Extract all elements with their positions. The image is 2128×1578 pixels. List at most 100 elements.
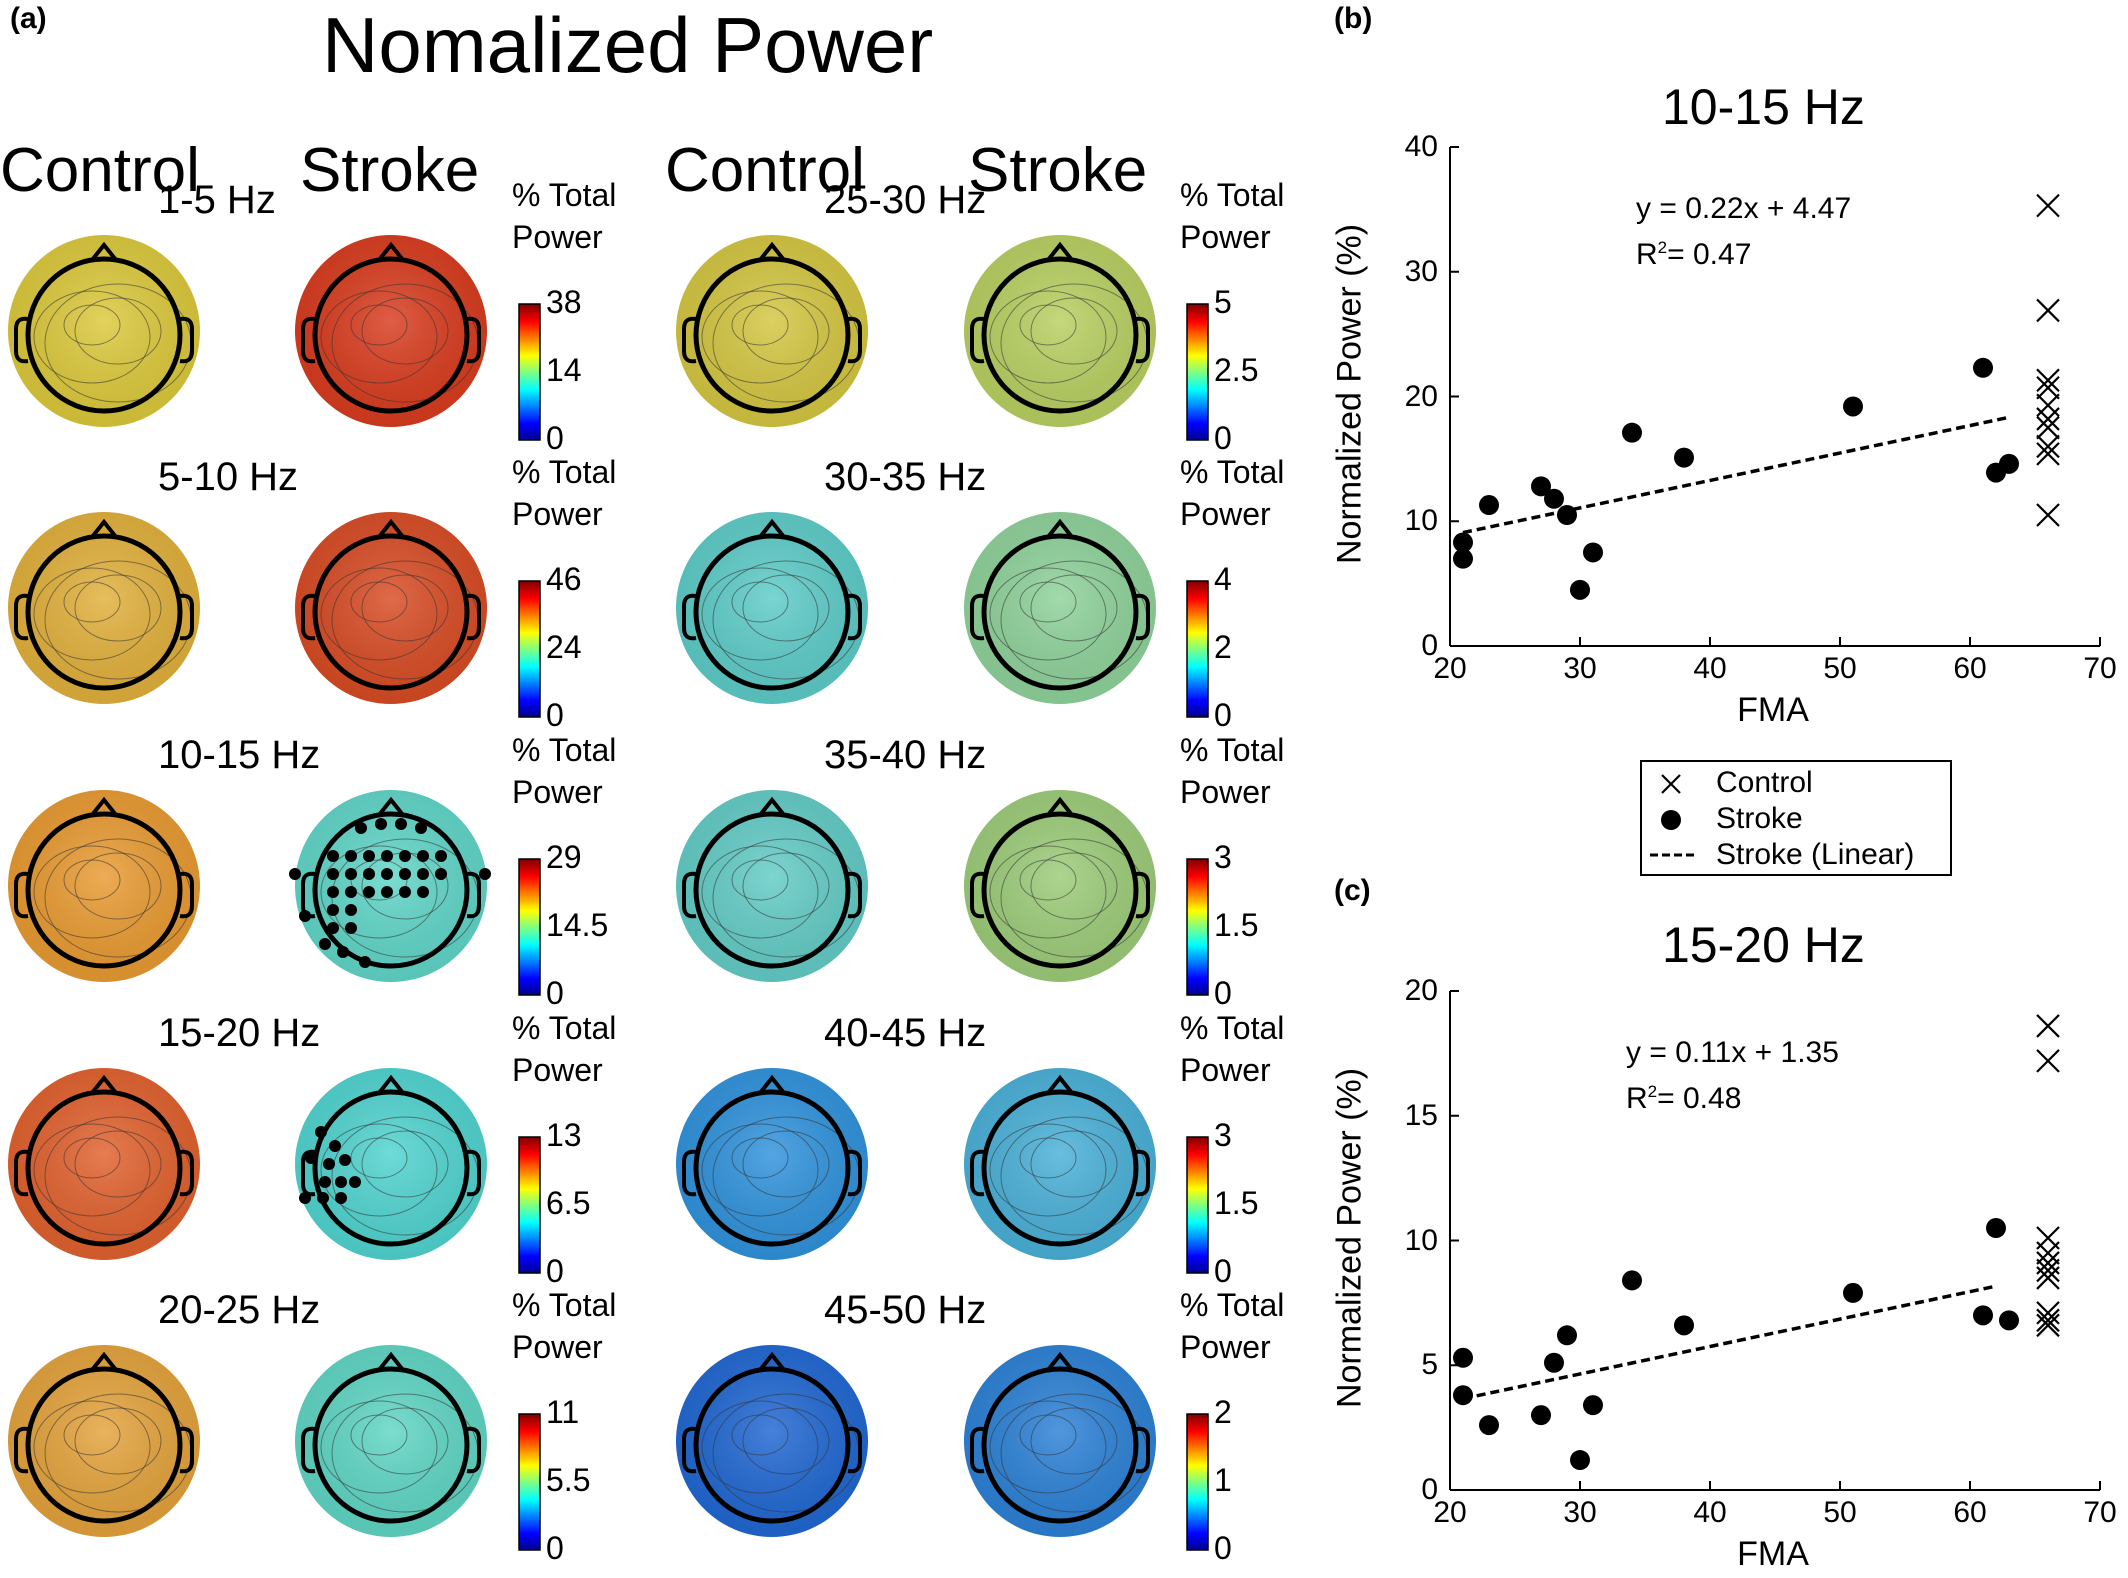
topoplot-stroke-25-30 Hz xyxy=(964,235,1156,427)
colorbar-tick-45-50 Hz-2: 0 xyxy=(1214,1530,1232,1566)
chart-c-r-squared: R2= 0.48 xyxy=(1626,1082,1741,1116)
chart-c-ytick-label-15: 15 xyxy=(1404,1098,1438,1132)
colorbar-title-line1-40-45 Hz: % Total xyxy=(1180,1010,1285,1046)
chart-c-ytick-label-5: 5 xyxy=(1421,1348,1438,1382)
chart-b-stroke-point-10 xyxy=(1843,396,1863,417)
chart-c-stroke-point-5 xyxy=(1557,1325,1577,1346)
chart-c-ylabel: Normalized Power (%) xyxy=(1330,1067,1369,1409)
chart-b-control-point-1 xyxy=(2036,298,2060,323)
column-header-stroke-right: Stroke xyxy=(968,136,1148,205)
colorbar-title-line2-35-40 Hz: Power xyxy=(1180,774,1271,810)
chart-b-stroke-point-13 xyxy=(1999,453,2019,474)
colorbar-40-45 Hz xyxy=(1186,1136,1209,1274)
chart-b-fit-line xyxy=(1462,415,2010,535)
chart-c-stroke-point-9 xyxy=(1674,1315,1694,1336)
colorbar-title-line2-10-15 Hz: Power xyxy=(512,774,603,810)
band-title-30-35 Hz: 30-35 Hz xyxy=(824,455,987,499)
legend-markers xyxy=(1650,774,1694,857)
topoplot-stroke-1-5 Hz xyxy=(295,235,487,427)
colorbar-tick-35-40 Hz-0: 3 xyxy=(1214,839,1232,875)
colorbar-tick-25-30 Hz-0: 5 xyxy=(1214,284,1232,320)
chart-c-r2-value: = 0.48 xyxy=(1657,1082,1742,1115)
chart-c-control-point-7 xyxy=(2036,1301,2060,1325)
chart-b-stroke-point-0 xyxy=(1453,532,1473,553)
colorbar-title-line2-20-25 Hz: Power xyxy=(512,1329,603,1365)
chart-c-stroke-point-12 xyxy=(1986,1218,2006,1239)
colorbar-tick-30-35 Hz-0: 4 xyxy=(1214,561,1232,597)
chart-b-ylabel: Normalized Power (%) xyxy=(1330,223,1369,565)
colorbar-tick-40-45 Hz-2: 0 xyxy=(1214,1253,1232,1289)
chart-b-r-squared: R2= 0.47 xyxy=(1636,238,1751,272)
colorbar-tick-15-20 Hz-1: 6.5 xyxy=(546,1185,591,1221)
column-header-control-right: Control xyxy=(665,136,865,205)
colorbar-45-50 Hz xyxy=(1186,1413,1209,1551)
chart-b-control-point-0 xyxy=(2036,193,2060,218)
panel-label-a: (a) xyxy=(10,2,47,35)
chart-b-control-point-9 xyxy=(2036,503,2060,527)
colorbar-5-10 Hz xyxy=(518,580,541,718)
chart-c-stroke-point-1 xyxy=(1453,1385,1473,1406)
chart-c-stroke-point-3 xyxy=(1531,1405,1551,1426)
topoplot-stroke-5-10 Hz xyxy=(295,512,487,704)
chart-c-stroke-point-6 xyxy=(1570,1450,1590,1471)
main-title: Nomalized Power xyxy=(322,1,934,89)
chart-c-xtick-label-70: 70 xyxy=(2083,1496,2117,1529)
colorbar-title-line2-45-50 Hz: Power xyxy=(1180,1329,1271,1365)
chart-c-ytick-label-10: 10 xyxy=(1404,1223,1438,1257)
topoplot-control-5-10 Hz xyxy=(8,512,200,704)
colorbar-tick-40-45 Hz-1: 1.5 xyxy=(1214,1185,1259,1221)
chart-c-ytick-label-20: 20 xyxy=(1404,974,1438,1007)
chart-c-xtick-label-30: 30 xyxy=(1563,1496,1597,1529)
chart-b-stroke-point-8 xyxy=(1622,422,1642,443)
column-header-stroke-left: Stroke xyxy=(300,136,480,205)
chart-b-xtick-label-70: 70 xyxy=(2083,652,2117,685)
chart-b-control-point-8 xyxy=(2036,442,2060,466)
chart-b-stroke-point-4 xyxy=(1544,488,1564,509)
legend-circle-marker xyxy=(1661,810,1681,830)
chart-c-control-point-2 xyxy=(2036,1226,2060,1250)
topoplot-stroke-20-25 Hz xyxy=(295,1345,487,1537)
topoplot-control-25-30 Hz xyxy=(676,235,868,427)
topoplot-stroke-30-35 Hz xyxy=(964,512,1156,704)
colorbar-title-line1-35-40 Hz: % Total xyxy=(1180,732,1285,768)
colorbar-tick-1-5 Hz-2: 0 xyxy=(546,420,564,456)
colorbar-tick-25-30 Hz-1: 2.5 xyxy=(1214,352,1259,388)
colorbar-title-line1-45-50 Hz: % Total xyxy=(1180,1287,1285,1323)
chart-c-stroke-point-0 xyxy=(1453,1347,1473,1368)
colorbar-tick-20-25 Hz-0: 11 xyxy=(546,1394,580,1430)
chart-b-ytick-label-30: 30 xyxy=(1404,254,1438,288)
chart-c-stroke-point-13 xyxy=(1999,1310,2019,1331)
chart-c-xtick-label-20: 20 xyxy=(1433,1496,1467,1529)
chart-b-control-point-3 xyxy=(2036,375,2060,400)
chart-c-xtick-label-40: 40 xyxy=(1693,1496,1727,1529)
colorbar-tick-20-25 Hz-2: 0 xyxy=(546,1530,564,1566)
topoplot-stroke-45-50 Hz xyxy=(964,1345,1156,1537)
chart-b-ytick-label-40: 40 xyxy=(1404,130,1438,163)
colorbar-tick-15-20 Hz-0: 13 xyxy=(546,1117,582,1153)
topoplot-control-1-5 Hz xyxy=(8,235,200,427)
band-title-5-10 Hz: 5-10 Hz xyxy=(158,455,299,499)
chart-c-fit-line xyxy=(1462,1284,1997,1401)
colorbar-tick-45-50 Hz-1: 1 xyxy=(1214,1462,1232,1498)
chart-b-ytick-label-20: 20 xyxy=(1404,379,1438,413)
band-title-45-50 Hz: 45-50 Hz xyxy=(824,1288,987,1332)
colorbar-10-15 Hz xyxy=(518,858,541,996)
chart-c-stroke-point-8 xyxy=(1622,1270,1642,1291)
colorbar-title-line1-10-15 Hz: % Total xyxy=(512,732,617,768)
colorbar-title-line2-1-5 Hz: Power xyxy=(512,219,603,255)
colorbar-tick-5-10 Hz-2: 0 xyxy=(546,697,564,733)
band-title-40-45 Hz: 40-45 Hz xyxy=(824,1011,987,1055)
colorbar-tick-1-5 Hz-1: 14 xyxy=(546,352,582,388)
panel-label-c: (c) xyxy=(1334,874,1371,907)
chart-b-r2-superscript: 2 xyxy=(1657,238,1668,257)
chart-b-stroke-point-6 xyxy=(1570,579,1590,600)
chart-c-control-point-5 xyxy=(2036,1258,2060,1283)
chart-b-xtick-label-30: 30 xyxy=(1563,652,1597,685)
chart-b-xlabel: FMA xyxy=(1737,691,1809,729)
chart-c-control-point-3 xyxy=(2036,1241,2060,1265)
band-title-15-20 Hz: 15-20 Hz xyxy=(158,1011,321,1055)
chart-c-control-point-0 xyxy=(2036,1014,2060,1038)
chart-b-r2-prefix: R xyxy=(1636,238,1658,271)
panel-label-b: (b) xyxy=(1334,2,1373,35)
colorbar-tick-1-5 Hz-0: 38 xyxy=(546,284,582,320)
